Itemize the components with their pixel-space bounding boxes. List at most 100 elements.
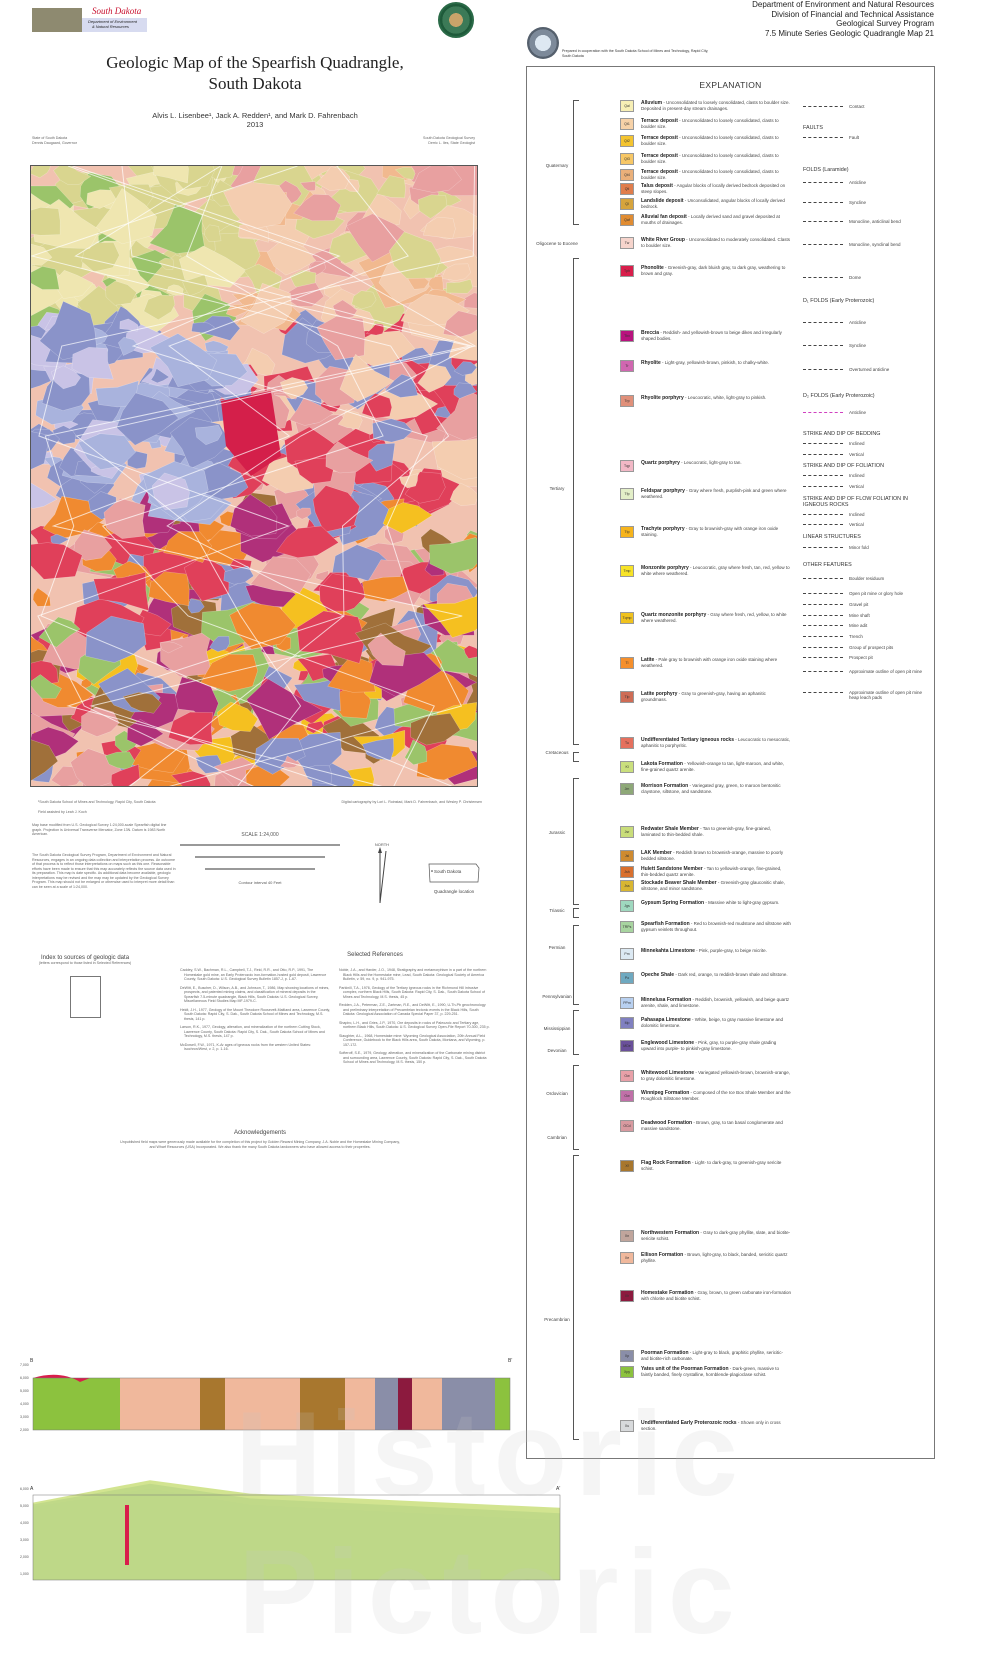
symbol-label: Boulder residuum xyxy=(849,576,885,581)
agency-line: Geological Survey Program xyxy=(836,19,934,28)
section-end-label: A xyxy=(30,1486,34,1492)
acknowledgements: Acknowledgements Unpublished field maps … xyxy=(120,1130,400,1149)
symbol-line-icon xyxy=(803,486,843,487)
acknowledgements-title: Acknowledgements xyxy=(233,1130,287,1136)
geologic-unit-polygon xyxy=(31,674,62,699)
symbol-label: Syncline xyxy=(849,200,867,205)
geologic-unit-polygon xyxy=(163,531,212,563)
index-section: Index to sources of geologic data (lette… xyxy=(30,955,140,1018)
symbol-line-icon xyxy=(803,454,843,455)
unit-description: LAK Member - Reddish brown to brownish-o… xyxy=(641,850,784,862)
elevation-tick: 2,000 xyxy=(20,1428,29,1432)
geologic-unit-polygon xyxy=(280,377,309,400)
unit-swatch: Jss xyxy=(620,880,634,892)
section-unit xyxy=(33,1374,90,1382)
unit-desc: Shown only in cross section. xyxy=(641,1420,781,1432)
unit-name: Trachyte porphyry xyxy=(641,526,685,532)
unit-description: Hulett Sandstone Member - Tan to yellowi… xyxy=(641,866,782,878)
symbol-label: Inclined xyxy=(849,473,865,478)
unit-name: Terrace deposit xyxy=(641,118,678,124)
svg-text:& Natural Resources: & Natural Resources xyxy=(92,24,129,29)
disclaimer: The South Dakota Geological Survey Progr… xyxy=(32,853,176,889)
geologic-unit-polygon xyxy=(351,290,377,310)
geologic-unit-polygon xyxy=(31,207,61,236)
geologic-map[interactable] xyxy=(30,165,478,787)
section-unit xyxy=(345,1378,375,1430)
unit-description: Undifferentiated Early Proterozoic rocks… xyxy=(641,1420,781,1432)
unit-description: Terrace deposit - Unconsolidated to loos… xyxy=(641,135,779,147)
unit-name: Englewood Limestone xyxy=(641,1040,695,1046)
geologic-unit-polygon xyxy=(382,502,433,534)
unit-desc: Unconsolidated to loosely consolidated, … xyxy=(641,135,779,147)
geologic-unit-polygon xyxy=(250,556,311,594)
geologic-unit-polygon xyxy=(441,263,471,281)
unit-swatch: Jm xyxy=(620,783,634,795)
geologic-unit-polygon xyxy=(81,242,120,272)
unit-swatch: Qt1 xyxy=(620,118,634,130)
symbol-line-icon xyxy=(803,671,843,672)
svg-text:South Dakota: South Dakota xyxy=(92,6,142,16)
unit-description: Gypsum Spring Formation - Massive white … xyxy=(641,900,780,906)
unit-description: Trachyte porphyry - Gray to brownish-gra… xyxy=(641,526,779,538)
geologic-unit-polygon xyxy=(463,645,477,659)
period-label: Cretaceous xyxy=(545,750,569,755)
unit-desc: Red to brownish-red mudstone and siltsto… xyxy=(641,921,791,933)
geologic-unit-polygon xyxy=(50,534,70,546)
unit-swatch: Tph xyxy=(620,265,634,277)
unit-name: Pahasapa Limestone xyxy=(641,1017,691,1023)
locator-caption: Quadrangle location xyxy=(433,889,475,894)
unit-name: Deadwood Formation xyxy=(641,1120,693,1126)
unit-name: Spearfish Formation xyxy=(641,921,690,927)
symbol-heading: D₁ FOLDS (Early Proterozoic) xyxy=(803,298,875,304)
watermark: Historic Pictoric xyxy=(235,1387,746,1659)
reference-entry: Redden, J.A., Peterman, Z.E., Zartman, R… xyxy=(339,1003,486,1016)
unit-desc: Leucocratic, white, light-gray to pinkis… xyxy=(687,395,767,400)
title-line-1: Geologic Map of the Spearfish Quadrangle… xyxy=(106,53,404,72)
unit-swatch: Po xyxy=(620,972,634,984)
unit-swatch: Xn xyxy=(620,1230,634,1242)
road-line xyxy=(40,166,471,786)
unit-swatch: Xe xyxy=(620,1252,634,1264)
symbol-label: Minor fold xyxy=(849,545,869,550)
unit-swatch: Tfp xyxy=(620,488,634,500)
unit-description: Pahasapa Limestone - White, beige, to gr… xyxy=(641,1017,784,1029)
period-label: Pennsylvanian xyxy=(542,994,572,999)
unit-description: Feldspar porphyry - Gray where fresh, pu… xyxy=(641,488,787,500)
geologic-unit-polygon xyxy=(443,310,477,338)
unit-description: Latite - Pale gray to brownish with oran… xyxy=(641,657,778,669)
unit-name: Alluvial fan deposit xyxy=(641,214,687,220)
reference-entry: Heidt, J.H., 1977, Geology of the Mount … xyxy=(180,1007,331,1021)
period-bracket xyxy=(573,100,579,225)
unit-swatch: Tqmp xyxy=(620,612,634,624)
unit-desc: Unconsolidated to loosely consolidated, … xyxy=(641,153,779,165)
unit-swatch: TRPs xyxy=(620,921,634,933)
map-series: 7.5 Minute Series Geologic Quadrangle Ma… xyxy=(765,28,934,38)
unit-name: Minnekahta Limestone xyxy=(641,948,695,954)
geologic-unit-polygon xyxy=(339,353,395,402)
geologic-unit-polygon xyxy=(31,266,60,290)
sdsmt-seal xyxy=(527,27,559,59)
unit-swatch: Trp xyxy=(620,395,634,407)
unit-name: Phonolite xyxy=(641,265,664,271)
period-bracket xyxy=(573,1065,579,1150)
unit-name: Terrace deposit xyxy=(641,135,678,141)
geologic-unit-polygon xyxy=(122,692,162,714)
unit-description: Whitewood Limestone - Variegated yellowi… xyxy=(641,1070,791,1082)
unit-description: Phonolite - Greenish-gray, dark bluish g… xyxy=(641,265,786,277)
geologic-unit-polygon xyxy=(184,556,230,602)
unit-desc: Composed of the Ice Box Shale Member and… xyxy=(641,1090,791,1102)
geologic-unit-polygon xyxy=(418,194,448,219)
section-unit xyxy=(442,1378,495,1430)
geologic-unit-polygon xyxy=(143,294,176,320)
symbol-line-icon xyxy=(803,106,843,107)
field-assist-credit: Field assisted by Leah J. Koch xyxy=(38,810,87,814)
symbol-line-icon xyxy=(803,636,843,637)
unit-description: Minnelusa Formation - Reddish, brownish,… xyxy=(641,997,790,1009)
unit-description: White River Group - Unconsolidated to mo… xyxy=(641,237,790,249)
unit-desc: Dark-green, massive to faintly banded, f… xyxy=(641,1366,780,1378)
locator-state: South Dakota xyxy=(434,869,462,874)
reference-entry: DeWitt, E., Buscher, D., Wilson, A.B., a… xyxy=(180,985,330,1004)
geologic-unit-polygon xyxy=(240,283,292,334)
geologic-unit-polygon xyxy=(73,529,113,561)
geologic-unit-polygon xyxy=(449,482,477,506)
